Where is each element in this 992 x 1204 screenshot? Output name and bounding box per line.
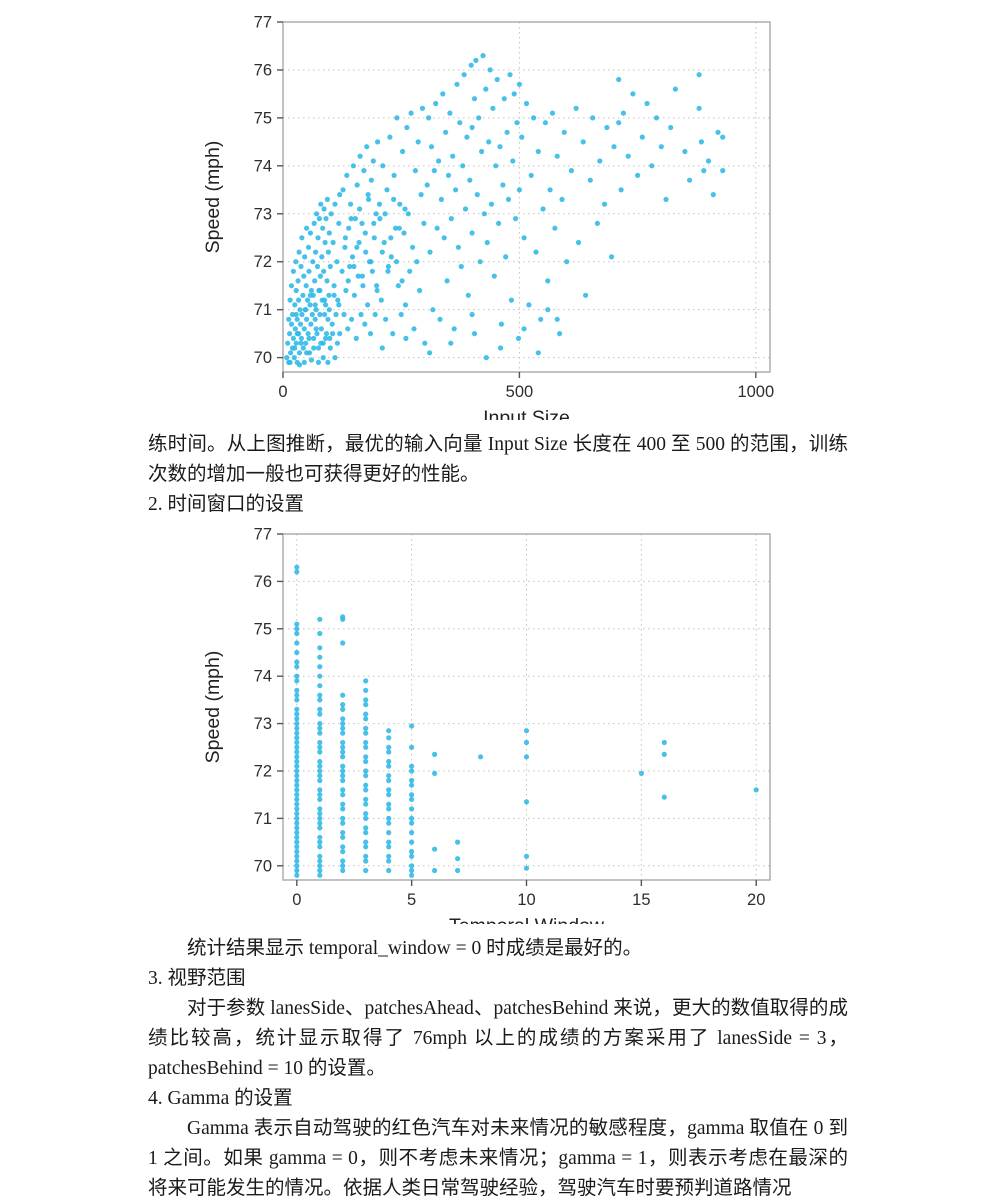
- document-page: 0 500 1000 70 71 72 73 74 75 76 77 Input Size Speed …: [0, 8, 992, 1200]
- svg-text:75: 75: [254, 620, 272, 638]
- heading-field-of-view: 3. 视野范围: [148, 968, 246, 989]
- svg-text:70: 70: [254, 349, 272, 367]
- svg-text:70: 70: [254, 857, 272, 875]
- heading-temporal-window: 2. 时间窗口的设置: [148, 494, 305, 515]
- svg-text:73: 73: [254, 205, 272, 223]
- svg-text:77: 77: [254, 14, 272, 32]
- svg-text:0: 0: [292, 891, 301, 909]
- svg-text:5: 5: [407, 891, 416, 909]
- svg-text:74: 74: [254, 668, 272, 686]
- figure-temporal-window-chart: 0 5 10 15 20 70 71 72 73 74 75 76 77 Temporal Window S…: [178, 524, 992, 924]
- paragraph-field-of-view: 对于参数 lanesSide、patchesAhead、patchesBehin…: [148, 998, 848, 1079]
- svg-text:Speed (mph): Speed (mph): [202, 141, 224, 254]
- svg-text:15: 15: [632, 891, 650, 909]
- svg-text:76: 76: [254, 573, 272, 591]
- svg-text:73: 73: [254, 715, 272, 733]
- body-text-1: 练时间。从上图推断，最优的输入向量 Input Size 长度在 400 至 5…: [148, 430, 848, 520]
- svg-text:500: 500: [506, 383, 534, 401]
- body-text-2: 统计结果显示 temporal_window = 0 时成绩是最好的。 3. 视…: [148, 934, 848, 1204]
- svg-text:0: 0: [278, 383, 287, 401]
- paragraph-input-size-conclusion: 练时间。从上图推断，最优的输入向量 Input Size 长度在 400 至 5…: [148, 434, 848, 485]
- paragraph-gamma: Gamma 表示自动驾驶的红色汽车对未来情况的敏感程度，gamma 取值在 0 …: [148, 1118, 848, 1199]
- svg-text:77: 77: [254, 526, 272, 544]
- scatter-plot-speed-vs-input-size: 0 500 1000 70 71 72 73 74 75 76 77 Input Size Speed …: [202, 14, 774, 421]
- svg-text:Temporal Window: Temporal Window: [449, 915, 605, 924]
- svg-text:1000: 1000: [737, 383, 774, 401]
- paragraph-temporal-window-conclusion: 统计结果显示 temporal_window = 0 时成绩是最好的。: [187, 938, 643, 959]
- svg-text:Speed (mph): Speed (mph): [202, 651, 224, 764]
- svg-text:75: 75: [254, 109, 272, 127]
- svg-text:74: 74: [254, 157, 272, 175]
- svg-text:10: 10: [517, 891, 535, 909]
- figure-input-size-chart: 0 500 1000 70 71 72 73 74 75 76 77 Input Size Speed …: [178, 8, 992, 421]
- svg-text:71: 71: [254, 301, 272, 319]
- heading-gamma: 4. Gamma 的设置: [148, 1088, 293, 1109]
- svg-text:72: 72: [254, 762, 272, 780]
- svg-text:20: 20: [747, 891, 765, 909]
- scatter-plot-speed-vs-temporal-window: 0 5 10 15 20 70 71 72 73 74 75 76 77 Temporal Window S…: [202, 526, 771, 924]
- svg-text:76: 76: [254, 61, 272, 79]
- svg-text:71: 71: [254, 810, 272, 828]
- svg-text:Input Size: Input Size: [483, 407, 570, 420]
- svg-text:72: 72: [254, 253, 272, 271]
